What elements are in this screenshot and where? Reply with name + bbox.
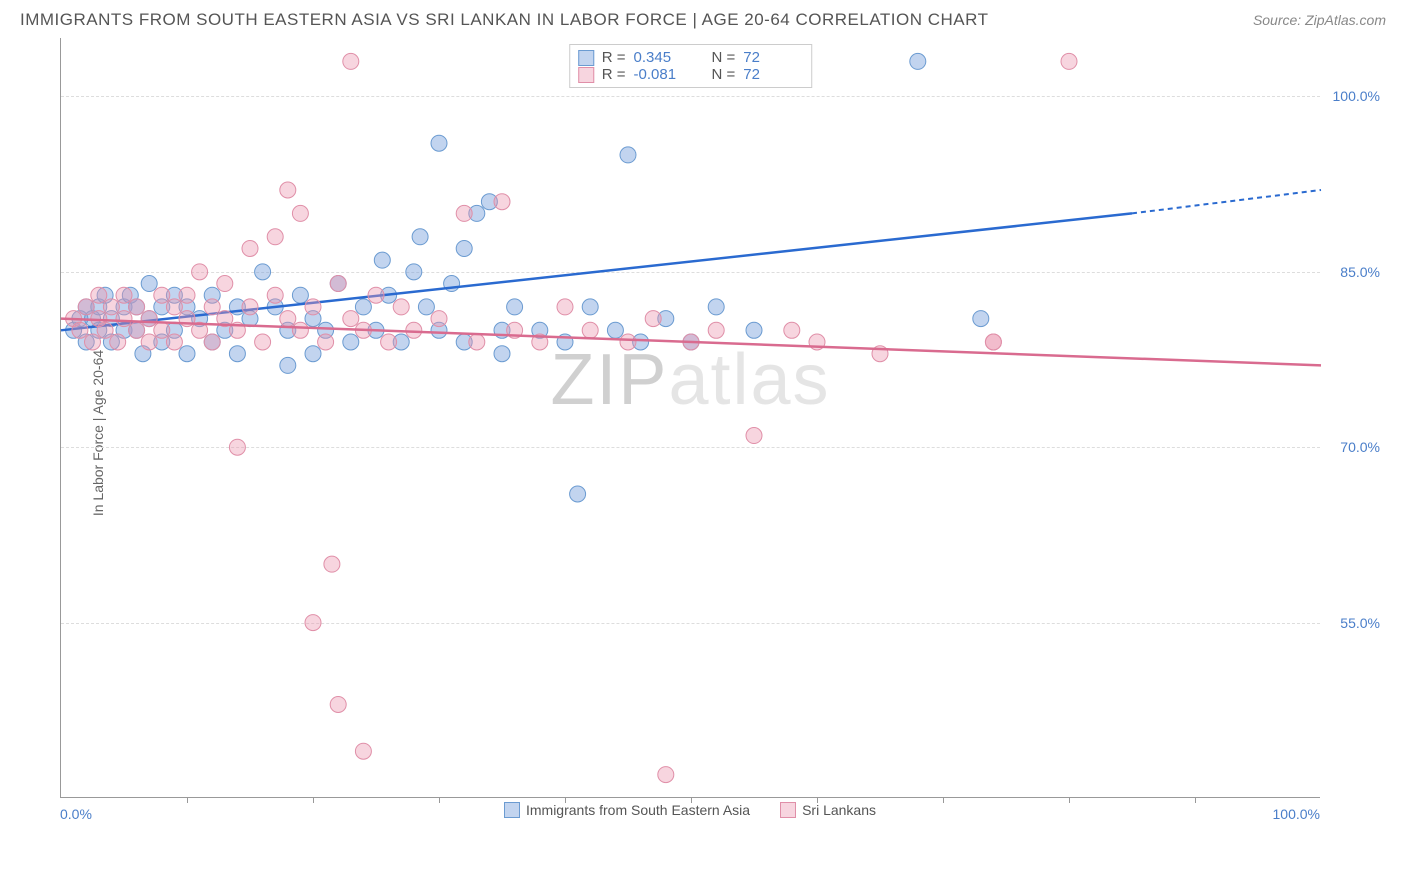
data-point-sea xyxy=(280,357,296,373)
legend-label-sri: Sri Lankans xyxy=(802,802,876,818)
data-point-sea xyxy=(292,287,308,303)
data-point-sea xyxy=(494,346,510,362)
data-point-sri xyxy=(292,322,308,338)
data-point-sea xyxy=(374,252,390,268)
data-point-sri xyxy=(267,229,283,245)
data-point-sri xyxy=(255,334,271,350)
data-point-sri xyxy=(129,299,145,315)
trend-line-sri xyxy=(61,319,1321,366)
data-point-sri xyxy=(166,334,182,350)
data-point-sri xyxy=(393,299,409,315)
data-point-sri xyxy=(242,299,258,315)
data-point-sri xyxy=(330,276,346,292)
data-point-sri xyxy=(192,264,208,280)
y-tick-label: 85.0% xyxy=(1340,264,1380,280)
data-point-sri xyxy=(305,615,321,631)
data-point-sri xyxy=(557,299,573,315)
data-point-sea xyxy=(973,311,989,327)
data-point-sri xyxy=(217,276,233,292)
data-point-sri xyxy=(78,299,94,315)
data-point-sri xyxy=(280,182,296,198)
data-point-sri xyxy=(116,311,132,327)
data-point-sri xyxy=(746,428,762,444)
data-point-sea xyxy=(355,299,371,315)
data-point-sri xyxy=(708,322,724,338)
data-point-sri xyxy=(141,311,157,327)
data-point-sri xyxy=(154,322,170,338)
swatch-sea xyxy=(504,802,520,818)
data-point-sea xyxy=(418,299,434,315)
data-point-sri xyxy=(330,696,346,712)
data-point-sri xyxy=(267,287,283,303)
data-point-sri xyxy=(91,287,107,303)
data-point-sea xyxy=(607,322,623,338)
data-point-sri xyxy=(280,311,296,327)
data-point-sri xyxy=(343,311,359,327)
series-legend: Immigrants from South Eastern Asia Sri L… xyxy=(60,802,1320,818)
data-point-sri xyxy=(645,311,661,327)
data-point-sri xyxy=(85,334,101,350)
scatter-plot: R = 0.345 N = 72 R = -0.081 N = 72 ZIPat… xyxy=(60,38,1320,798)
legend-label-sea: Immigrants from South Eastern Asia xyxy=(526,802,750,818)
data-point-sri xyxy=(292,205,308,221)
data-point-sri xyxy=(1061,53,1077,69)
data-point-sri xyxy=(103,299,119,315)
data-point-sea xyxy=(412,229,428,245)
data-point-sri xyxy=(97,322,113,338)
data-point-sri xyxy=(129,322,145,338)
data-point-sri xyxy=(368,287,384,303)
data-point-sri xyxy=(179,287,195,303)
data-point-sea xyxy=(507,299,523,315)
data-point-sri xyxy=(229,439,245,455)
data-point-sea xyxy=(343,334,359,350)
data-point-sri xyxy=(985,334,1001,350)
data-point-sea xyxy=(229,346,245,362)
data-point-sea xyxy=(406,264,422,280)
data-point-sea xyxy=(305,346,321,362)
data-point-sri xyxy=(494,194,510,210)
data-point-sea xyxy=(620,147,636,163)
data-point-sri xyxy=(431,311,447,327)
data-point-sri xyxy=(204,299,220,315)
data-point-sea xyxy=(746,322,762,338)
data-point-sri xyxy=(658,767,674,783)
data-point-sri xyxy=(305,299,321,315)
data-point-sri xyxy=(204,334,220,350)
data-point-sri xyxy=(154,287,170,303)
data-point-sea xyxy=(582,299,598,315)
data-point-sea xyxy=(456,240,472,256)
data-point-sri xyxy=(469,334,485,350)
data-point-sri xyxy=(355,743,371,759)
data-point-sri xyxy=(784,322,800,338)
data-point-sea xyxy=(431,135,447,151)
data-point-sri xyxy=(324,556,340,572)
data-point-sea xyxy=(910,53,926,69)
data-point-sri xyxy=(116,287,132,303)
data-point-sri xyxy=(141,334,157,350)
legend-item-sri: Sri Lankans xyxy=(780,802,876,818)
data-point-sri xyxy=(343,53,359,69)
legend-item-sea: Immigrants from South Eastern Asia xyxy=(504,802,750,818)
data-point-sri xyxy=(242,240,258,256)
trend-line-dash-sea xyxy=(1132,190,1321,213)
data-point-sri xyxy=(456,205,472,221)
swatch-sri xyxy=(780,802,796,818)
data-point-sri xyxy=(110,334,126,350)
data-point-sri xyxy=(582,322,598,338)
y-tick-label: 70.0% xyxy=(1340,439,1380,455)
y-tick-label: 55.0% xyxy=(1340,615,1380,631)
data-point-sri xyxy=(381,334,397,350)
source-attribution: Source: ZipAtlas.com xyxy=(1253,12,1386,28)
chart-title: IMMIGRANTS FROM SOUTH EASTERN ASIA VS SR… xyxy=(20,10,988,30)
data-point-sri xyxy=(72,322,88,338)
y-tick-label: 100.0% xyxy=(1333,88,1380,104)
data-point-sea xyxy=(255,264,271,280)
data-point-sea xyxy=(141,276,157,292)
data-point-sea xyxy=(708,299,724,315)
data-point-sri xyxy=(318,334,334,350)
data-point-sri xyxy=(620,334,636,350)
data-point-sri xyxy=(166,299,182,315)
data-point-sea xyxy=(570,486,586,502)
data-point-sea xyxy=(179,346,195,362)
